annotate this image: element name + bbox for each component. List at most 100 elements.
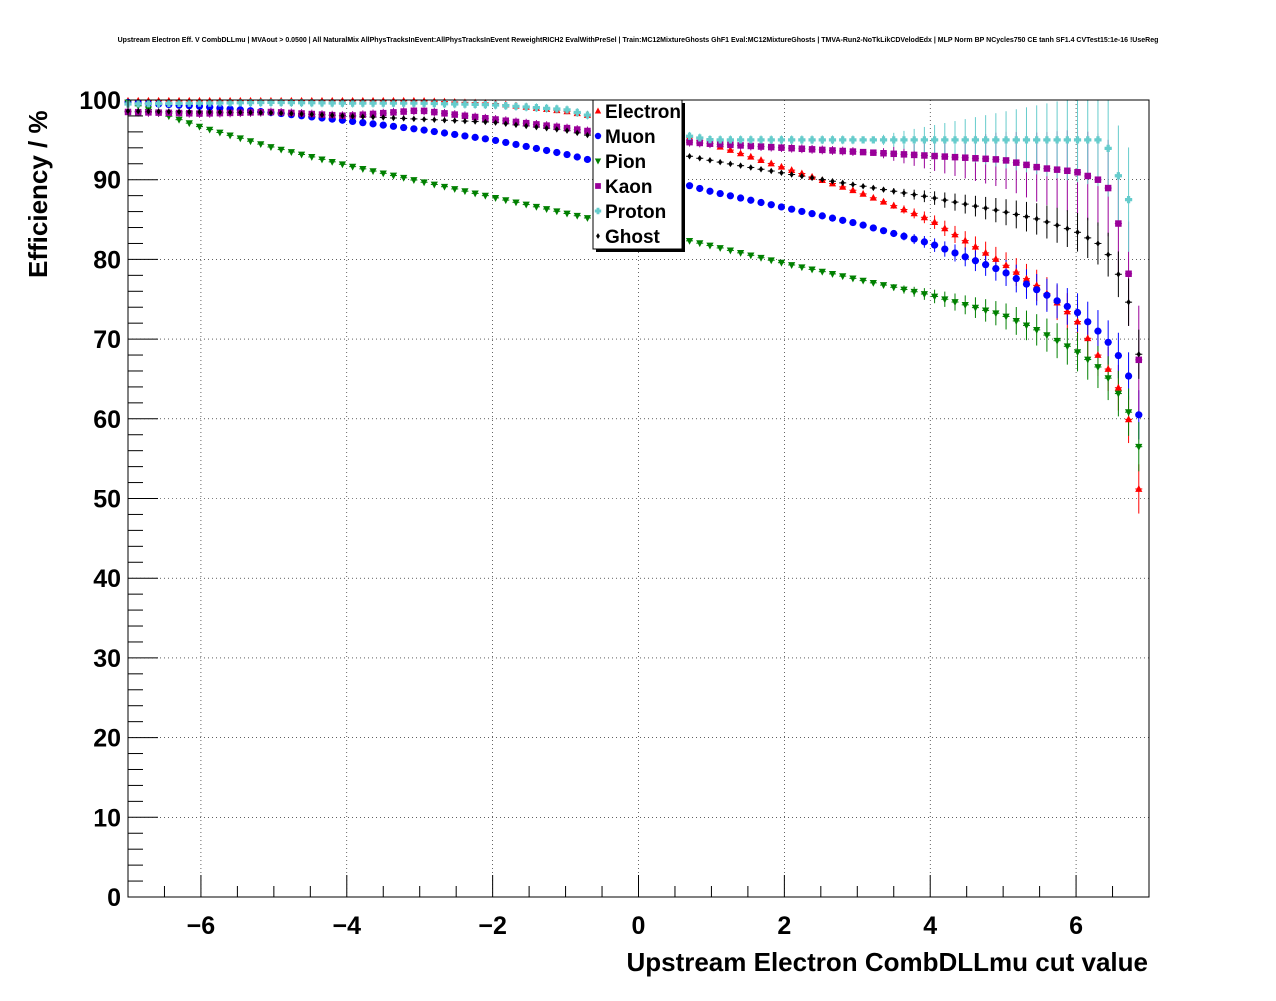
pion-point <box>828 271 837 278</box>
ghost-point <box>922 193 927 200</box>
proton-point <box>165 99 173 108</box>
ghost-point <box>779 169 784 177</box>
proton-point <box>287 98 295 107</box>
muon-point <box>798 207 806 216</box>
legend-marker-pion <box>594 158 602 165</box>
muon-point <box>461 132 469 140</box>
ghost-point <box>718 158 723 166</box>
kaon-point <box>829 147 836 154</box>
pion-point <box>338 161 347 169</box>
ghost-point <box>176 108 182 115</box>
kaon-point <box>400 108 407 115</box>
pion-point <box>216 129 224 137</box>
proton-point <box>890 136 898 144</box>
proton-point <box>543 104 551 112</box>
muon-point <box>1084 318 1092 326</box>
pion-point <box>757 254 765 262</box>
kaon-point <box>859 148 867 156</box>
pion-point <box>1043 332 1051 340</box>
kaon-point <box>1053 166 1061 173</box>
electron-point <box>869 193 877 201</box>
ghost-point <box>146 108 151 115</box>
ghost-point <box>758 166 764 173</box>
ghost-point <box>156 108 161 115</box>
kaon-point <box>1013 159 1020 166</box>
ghost-point <box>278 109 284 117</box>
ghost-point <box>871 184 876 192</box>
electron-point <box>1104 365 1112 372</box>
proton-point <box>134 100 142 108</box>
pion-point <box>277 146 285 154</box>
electron-point <box>1124 415 1133 423</box>
y-tick-label: 80 <box>93 246 121 274</box>
kaon-point <box>798 145 806 153</box>
proton-point <box>226 99 234 107</box>
kaon-point <box>1064 167 1071 175</box>
pion-point <box>992 310 1000 318</box>
proton-point <box>267 98 275 107</box>
proton-point <box>808 136 816 144</box>
kaon-point <box>716 141 724 148</box>
pion-point <box>1104 375 1112 383</box>
ghost-point <box>707 157 713 164</box>
ghost-point <box>166 108 171 115</box>
proton-point <box>798 136 806 144</box>
kaon-point <box>584 127 591 135</box>
kaon-point <box>1002 157 1010 164</box>
proton-point <box>461 100 469 108</box>
kaon-point <box>380 109 387 117</box>
kaon-point <box>1043 165 1051 172</box>
proton-point <box>206 99 214 107</box>
y-tick-label: 90 <box>93 167 121 195</box>
pion-point <box>1022 322 1031 330</box>
muon-point <box>522 142 530 151</box>
muon-point <box>1043 291 1051 299</box>
proton-point <box>481 101 489 109</box>
kaon-point <box>961 154 969 161</box>
ghost-point <box>891 188 896 195</box>
muon-point <box>359 119 367 127</box>
electron-point <box>859 189 867 197</box>
muon-point <box>706 187 714 195</box>
proton-point <box>175 99 183 108</box>
electron-point <box>1135 484 1143 492</box>
kaon-point <box>431 108 438 116</box>
kaon-point <box>778 144 785 151</box>
muon-point <box>716 189 724 198</box>
x-tick-label: 2 <box>777 912 791 940</box>
muon-point <box>1135 411 1143 419</box>
electron-point <box>992 255 1000 262</box>
muon-point <box>788 205 796 213</box>
pion-point <box>195 123 204 131</box>
pion-point <box>685 237 694 245</box>
muon-point <box>849 218 857 227</box>
electron-point <box>1002 261 1010 269</box>
proton-point <box>1114 172 1122 180</box>
electron-point <box>1033 281 1041 289</box>
proton-point <box>900 136 908 144</box>
muon-point <box>1073 308 1082 317</box>
kaon-point <box>972 155 979 162</box>
muon-point <box>512 140 520 149</box>
kaon-point <box>808 146 816 153</box>
pion-point <box>696 240 704 248</box>
y-tick-label: 60 <box>93 406 121 434</box>
proton-point <box>685 132 694 140</box>
muon-point <box>573 153 581 161</box>
proton-point <box>512 102 520 110</box>
ghost-point <box>993 206 999 214</box>
kaon-point <box>706 140 714 147</box>
x-tick-label: 6 <box>1069 912 1083 940</box>
kaon-point <box>574 126 581 133</box>
muon-point <box>400 123 408 132</box>
pion-point <box>583 215 592 222</box>
proton-point <box>716 136 724 144</box>
pion-point <box>318 156 326 164</box>
x-tick-label: 0 <box>632 912 646 940</box>
kaon-point <box>482 115 489 122</box>
proton-point <box>359 99 367 107</box>
proton-point <box>338 99 347 107</box>
electron-point <box>1012 268 1020 275</box>
proton-point <box>573 108 581 117</box>
proton-point <box>910 136 918 144</box>
